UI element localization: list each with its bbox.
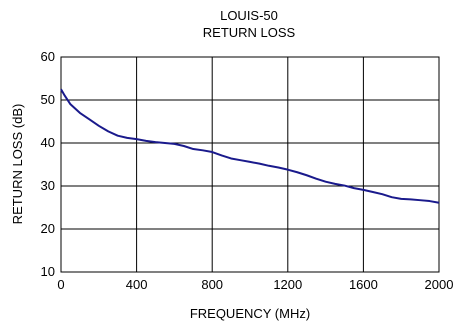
tick-labels: 0 400 800 1200 1600 2000 10 20 30 40 50 60 [41,49,454,292]
plot-area [60,56,440,273]
y-axis-label: RETURN LOSS (dB) [10,104,25,225]
x-tick-label: 1600 [349,277,378,292]
y-tick-label: 10 [41,264,55,279]
series-group [60,88,440,204]
x-tick-label: 800 [201,277,223,292]
chart-title: LOUIS-50 [220,8,278,23]
x-tick-label: 1200 [273,277,302,292]
x-axis-label: FREQUENCY (MHz) [190,306,310,321]
y-tick-label: 50 [41,92,55,107]
grid-lines [61,57,439,272]
x-tick-label: 400 [126,277,148,292]
chart-subtitle: RETURN LOSS [203,25,296,40]
y-tick-label: 40 [41,135,55,150]
y-tick-label: 30 [41,178,55,193]
y-tick-label: 20 [41,221,55,236]
x-tick-label: 2000 [425,277,454,292]
return-loss-line [60,88,440,204]
y-tick-label: 60 [41,49,55,64]
x-tick-label: 0 [57,277,64,292]
